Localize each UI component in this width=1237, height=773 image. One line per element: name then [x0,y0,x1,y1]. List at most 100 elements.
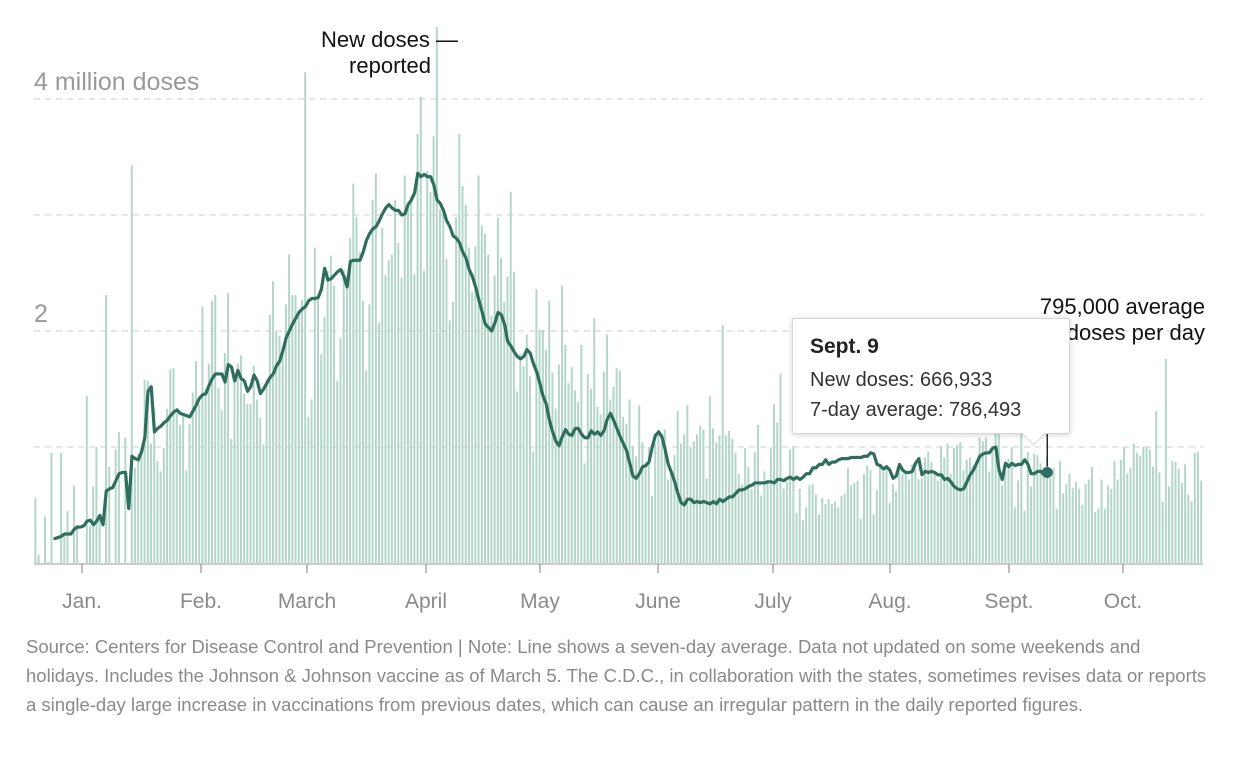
dose-bar [256,399,258,563]
dose-bar [416,133,419,564]
peak-annotation-line2: reported [349,53,431,78]
dose-bar [997,434,1000,563]
dose-bar [744,448,747,563]
dose-bar [657,429,660,563]
dose-bar [480,225,483,563]
dose-bar [554,408,557,563]
dose-bar [133,467,136,563]
dose-bar [1029,486,1032,563]
dose-bar [390,254,393,563]
dose-bar [336,380,339,563]
dose-bar [284,304,287,563]
dose-bar [573,390,576,563]
dose-bar [442,212,445,563]
dose-bar [795,513,798,563]
dose-bar [901,473,904,563]
dose-bar [1013,507,1016,563]
dose-bar [654,443,657,563]
dose-bar [818,514,821,563]
dose-bar [114,449,117,563]
dose-bar [1087,479,1090,563]
dose-bar [914,469,917,563]
x-tick-label-0: Jan. [62,590,102,613]
dose-bar [1193,452,1196,563]
dose-bar [1052,467,1055,563]
dose-bar [856,480,859,563]
dose-bar [201,306,204,563]
dose-bar [89,525,91,563]
dose-bar [830,503,833,563]
dose-bar [320,354,323,563]
seven-day-average-line [53,171,1049,541]
dose-bar [358,252,361,563]
dose-bar [1023,510,1026,563]
dose-bar [667,479,670,563]
x-tick-label-7: Aug. [868,590,911,613]
dose-bar [1068,473,1071,563]
dose-bar [541,329,544,563]
dose-bar [426,170,429,564]
dose-bar [423,270,425,563]
dose-bar [930,462,933,563]
dose-bar [368,304,371,563]
dose-bar [577,401,580,563]
dose-bar [1078,488,1081,563]
dose-bar [1196,451,1199,563]
dose-bar [907,479,910,563]
dose-bar [1046,456,1049,563]
dose-bar [814,494,817,563]
dose-bar [406,203,409,563]
dose-bar [740,484,743,563]
dose-bar [618,370,621,563]
dose-bar [866,465,869,563]
dose-bar [602,371,605,563]
dose-bar [586,373,589,563]
dose-bar [47,561,50,563]
dose-bar [1100,479,1103,563]
dose-bar [1058,460,1061,563]
dose-bar [843,493,846,563]
dose-bar [500,257,503,563]
dose-bar [968,457,971,563]
dose-bar [439,209,442,563]
y-axis-labels: 4 million doses 2 [34,68,199,328]
dose-bar [1148,449,1151,563]
dose-bar [317,298,320,563]
dose-bar [268,314,271,563]
dose-bar [962,470,965,563]
dose-bar [1200,480,1203,563]
dose-bar [1036,455,1039,563]
dose-bar [917,479,920,563]
dose-bar [198,404,201,563]
dose-bar [124,437,127,563]
dose-bar [153,408,156,563]
dose-bar [150,443,153,563]
dose-bar [801,520,804,563]
dose-bar [959,442,962,563]
dose-bar [663,429,666,563]
dose-bar [898,469,901,563]
dose-bar [981,441,984,563]
dose-bar [933,471,936,563]
dose-bar [731,438,734,563]
dose-bar [1107,485,1110,563]
dose-bar [949,473,952,563]
dose-bar [1049,478,1052,563]
dose-bar [1171,460,1174,563]
dose-bar [596,406,599,563]
dose-bar [445,259,448,563]
dose-bar [313,247,316,564]
dose-bar [1113,460,1116,563]
peak-annotation-line1: New doses — [321,27,458,52]
dose-bar [188,423,191,563]
dose-bar [1004,471,1007,563]
dose-bar [387,260,390,563]
dose-bar [734,452,737,563]
tooltip-date: Sept. 9 [810,335,879,358]
dose-bar [66,510,69,563]
dose-bar [458,133,461,564]
dose-bar [750,488,753,563]
dose-bar [50,452,53,563]
dose-bar [384,275,387,563]
dose-bar [281,353,284,563]
